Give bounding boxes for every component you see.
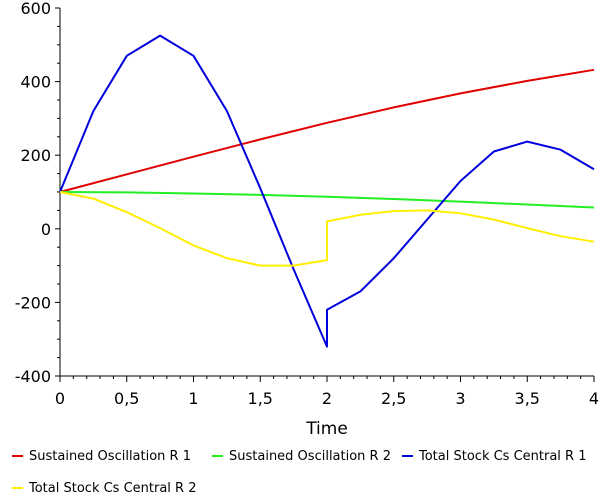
chart-legend: Sustained Oscillation R 1 Sustained Oscil… bbox=[0, 446, 600, 500]
legend-label: Total Stock Cs Central R 2 bbox=[29, 480, 197, 496]
chart-series bbox=[59, 34, 595, 348]
y-tick-label: 400 bbox=[20, 73, 51, 92]
x-tick-label: 4 bbox=[589, 389, 599, 408]
legend-item: Sustained Oscillation R 1 bbox=[12, 446, 191, 466]
x-axis-label: Time bbox=[305, 419, 348, 439]
legend-item: Total Stock Cs Central R 2 bbox=[12, 478, 197, 498]
legend-label: Total Stock Cs Central R 1 bbox=[419, 448, 587, 464]
y-tick-label: -200 bbox=[15, 293, 51, 312]
legend-item: Total Stock Cs Central R 1 bbox=[402, 446, 587, 466]
legend-swatch bbox=[12, 487, 23, 489]
x-tick-label: 2 bbox=[322, 389, 332, 408]
x-tick-label: 2,5 bbox=[381, 389, 406, 408]
x-tick-label: 1,5 bbox=[248, 389, 273, 408]
series-line-2 bbox=[59, 191, 595, 209]
y-tick-label: 0 bbox=[41, 220, 51, 239]
x-tick-label: 0,5 bbox=[114, 389, 139, 408]
legend-item: Sustained Oscillation R 2 bbox=[212, 446, 391, 466]
legend-swatch bbox=[402, 455, 413, 457]
x-tick-label: 1 bbox=[188, 389, 198, 408]
y-tick-label: 200 bbox=[20, 146, 51, 165]
legend-swatch bbox=[212, 455, 223, 457]
y-tick-label: 600 bbox=[20, 0, 51, 18]
series-line-1 bbox=[59, 68, 595, 193]
legend-swatch bbox=[12, 455, 23, 457]
series-line-4 bbox=[59, 191, 595, 267]
x-tick-label: 3,5 bbox=[515, 389, 540, 408]
y-tick-label: -400 bbox=[15, 367, 51, 386]
x-tick-label: 0 bbox=[55, 389, 65, 408]
legend-label: Sustained Oscillation R 2 bbox=[229, 448, 391, 464]
chart-axes: -400 -200 0 200 400 600 0 0,5 1 1,5 2 2,5 3 3,5 4 bbox=[15, 0, 599, 408]
series-line-3 bbox=[59, 34, 595, 348]
x-tick-label: 3 bbox=[455, 389, 465, 408]
legend-label: Sustained Oscillation R 1 bbox=[29, 448, 191, 464]
